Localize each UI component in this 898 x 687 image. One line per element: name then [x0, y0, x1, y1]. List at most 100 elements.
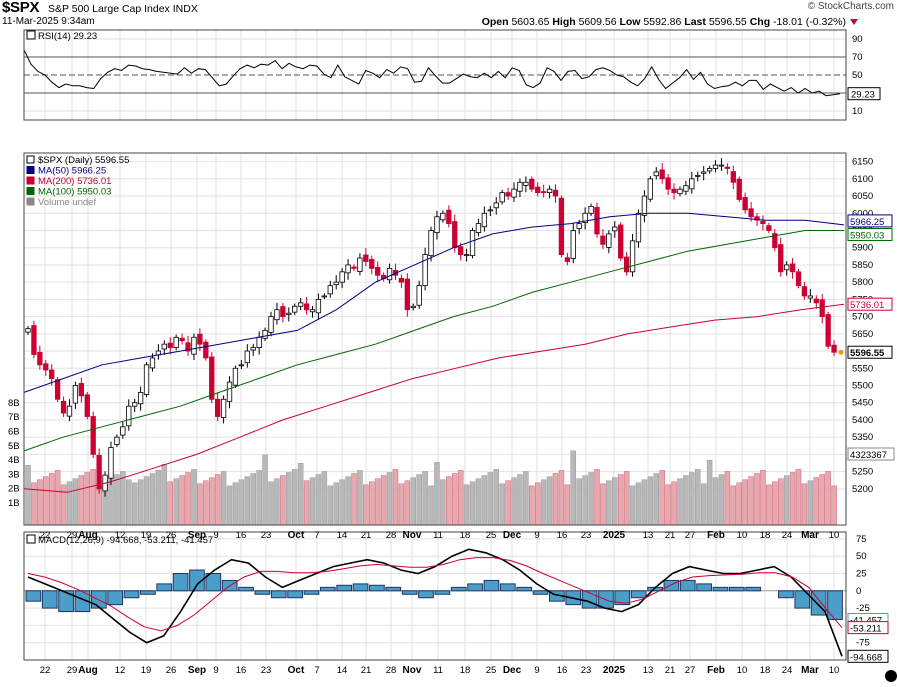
rsi-tick-label: 50 [852, 70, 863, 81]
macd-value-tag [847, 649, 889, 663]
candle-body [386, 267, 393, 281]
date-axis-label: 26 [166, 665, 177, 676]
candle-body [191, 336, 197, 355]
volume-tick-label: 2B [8, 484, 20, 495]
volume-bar [493, 469, 499, 526]
volume-bar [232, 482, 239, 526]
candle-body [66, 405, 73, 417]
volume-bar [647, 476, 654, 526]
volume-bar [594, 469, 600, 526]
price-tick-label: 6000 [852, 208, 873, 219]
date-axis-label: 24 [782, 665, 793, 676]
candle-body [232, 367, 239, 386]
candle-body [458, 246, 464, 256]
volume-bar [351, 473, 357, 526]
candle-body [114, 436, 120, 445]
volume-bar [250, 473, 256, 526]
macd-histogram-bar [41, 590, 58, 609]
volume-bar [37, 479, 43, 526]
macd-histogram-bar [696, 583, 712, 592]
volume-bar [552, 473, 559, 526]
candle-body [499, 192, 505, 203]
last-price-marker [838, 349, 844, 355]
volume-bar [398, 483, 405, 526]
volume-bar [659, 470, 665, 526]
candle-body [647, 178, 653, 200]
candle-body [517, 181, 523, 192]
volume-bar [392, 469, 399, 526]
candle-body [523, 181, 529, 186]
stockcharts-brand[interactable]: © StockCharts.com [807, 1, 894, 12]
macd-histogram-bar [319, 586, 336, 592]
volume-bar [641, 479, 648, 526]
candle-body [446, 209, 452, 225]
macd-histogram-bar [287, 590, 303, 599]
date-axis-label: 25 [486, 530, 497, 541]
price-tick-label: 6150 [852, 157, 873, 168]
volume-bar [339, 479, 345, 526]
candle-body [410, 305, 416, 309]
candle-body [659, 169, 665, 180]
volume-bar [54, 470, 61, 526]
candle-body [641, 195, 648, 216]
volume-bar [612, 477, 618, 526]
volume-bar [534, 482, 541, 526]
macd-signal-line [27, 557, 843, 632]
volume-bar [606, 480, 612, 526]
candle-body [149, 357, 156, 369]
macd-histogram-bar [156, 583, 173, 592]
volume-bar [517, 474, 523, 526]
candle-body [825, 314, 831, 347]
volume-bar [440, 479, 446, 526]
date-axis-label: 26 [166, 530, 177, 541]
macd-histogram-bar [450, 586, 467, 592]
rsi-tick-label: 90 [852, 34, 863, 45]
volume-tick-label: 1B [8, 498, 20, 509]
candle-body [369, 259, 375, 269]
candle-body [60, 400, 67, 414]
macd-histogram-bar [728, 586, 745, 592]
volume-tick-label: 8B [8, 398, 20, 409]
volume-bar [499, 483, 505, 526]
volume-bar [120, 471, 126, 526]
date-axis-label: 18 [460, 530, 471, 541]
volume-tick-label: 4B [8, 455, 20, 466]
candle-body [315, 298, 322, 314]
volume-bar [582, 475, 588, 526]
volume-bar [718, 474, 725, 526]
volume-bar [274, 478, 280, 526]
volume-bar [84, 472, 91, 526]
candle-body [256, 336, 262, 349]
candle-body [440, 212, 446, 221]
volume-bar [203, 480, 209, 526]
date-axis-label: Nov [403, 530, 422, 541]
candle-body [588, 205, 594, 214]
volume-bar [428, 485, 434, 526]
candle-body [754, 216, 760, 221]
candle-body [706, 168, 713, 172]
rsi-value-tag [847, 87, 881, 101]
volume-bar [280, 475, 286, 526]
volume-bar [167, 481, 173, 526]
volume-bar [345, 476, 351, 526]
candle-body [677, 188, 683, 195]
candle-body [327, 285, 333, 295]
volume-bar [226, 485, 233, 526]
candle-body [226, 381, 233, 402]
volume-bar [262, 454, 268, 526]
candle-body [244, 350, 250, 364]
corner-dot-icon [885, 670, 897, 682]
volume-bar [191, 469, 197, 526]
macd-histogram-bar [401, 590, 418, 595]
price-legend-swatch [26, 176, 35, 185]
candle-body [760, 220, 766, 225]
volume-bar [72, 478, 79, 526]
date-axis-label: 10 [829, 530, 840, 541]
volume-bar [505, 480, 511, 526]
candle-body [535, 186, 541, 194]
candle-body [434, 216, 440, 233]
moving-average-line [23, 212, 845, 393]
candle-body [795, 271, 802, 287]
price-tick-label: 5850 [852, 260, 873, 271]
